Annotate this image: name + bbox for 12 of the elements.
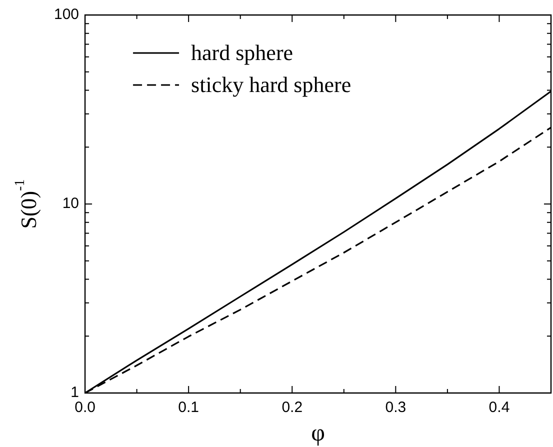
legend-label: sticky hard sphere xyxy=(191,72,352,97)
y-tick-label: 1 xyxy=(70,384,80,402)
x-axis-title: φ xyxy=(311,420,325,446)
x-tick-label: 0.2 xyxy=(282,399,303,416)
y-tick-label: 10 xyxy=(62,195,80,212)
x-tick-label: 0.3 xyxy=(385,399,406,416)
y-axis-title: S(0)-1 xyxy=(13,179,41,229)
y-tick-label: 100 xyxy=(54,6,80,24)
legend-label: hard sphere xyxy=(191,40,294,65)
x-tick-label: 0.0 xyxy=(74,399,96,416)
x-tick-label: 0.4 xyxy=(488,399,510,416)
x-tick-label: 0.1 xyxy=(178,399,200,416)
